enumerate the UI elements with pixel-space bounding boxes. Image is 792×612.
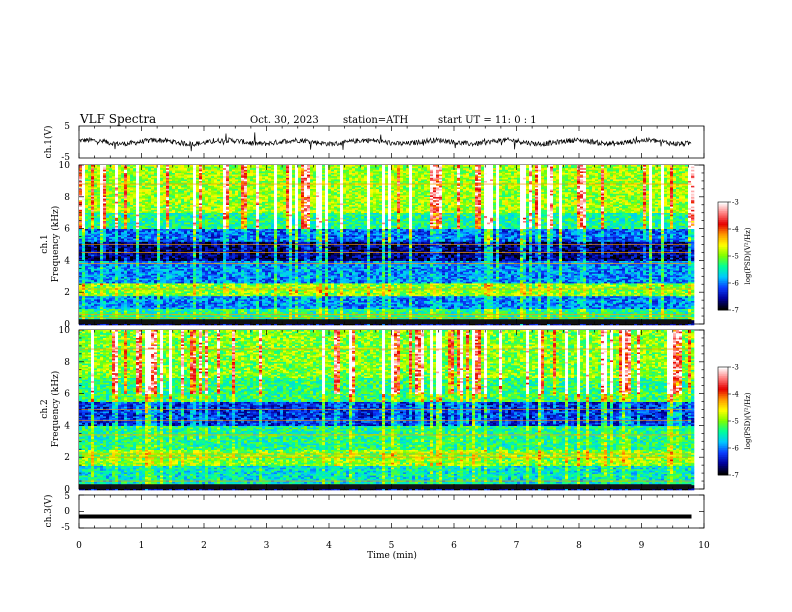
station-label: station=ATH (343, 115, 409, 126)
ch1-waveform-panel: 5 -5 ch.1(V) (43, 122, 704, 163)
ch1-ytick-label: 5 (64, 122, 70, 132)
ch1-waveform-line (79, 132, 691, 151)
figure-title: VLF Spectra (79, 112, 156, 126)
ch1-waveform-ylabel: ch.1(V) (43, 126, 54, 159)
ch1-spectrogram-image (79, 165, 694, 325)
date-label: Oct. 30, 2023 (250, 115, 319, 126)
start-time-label: start UT = 11: 0 : 1 (438, 115, 537, 126)
